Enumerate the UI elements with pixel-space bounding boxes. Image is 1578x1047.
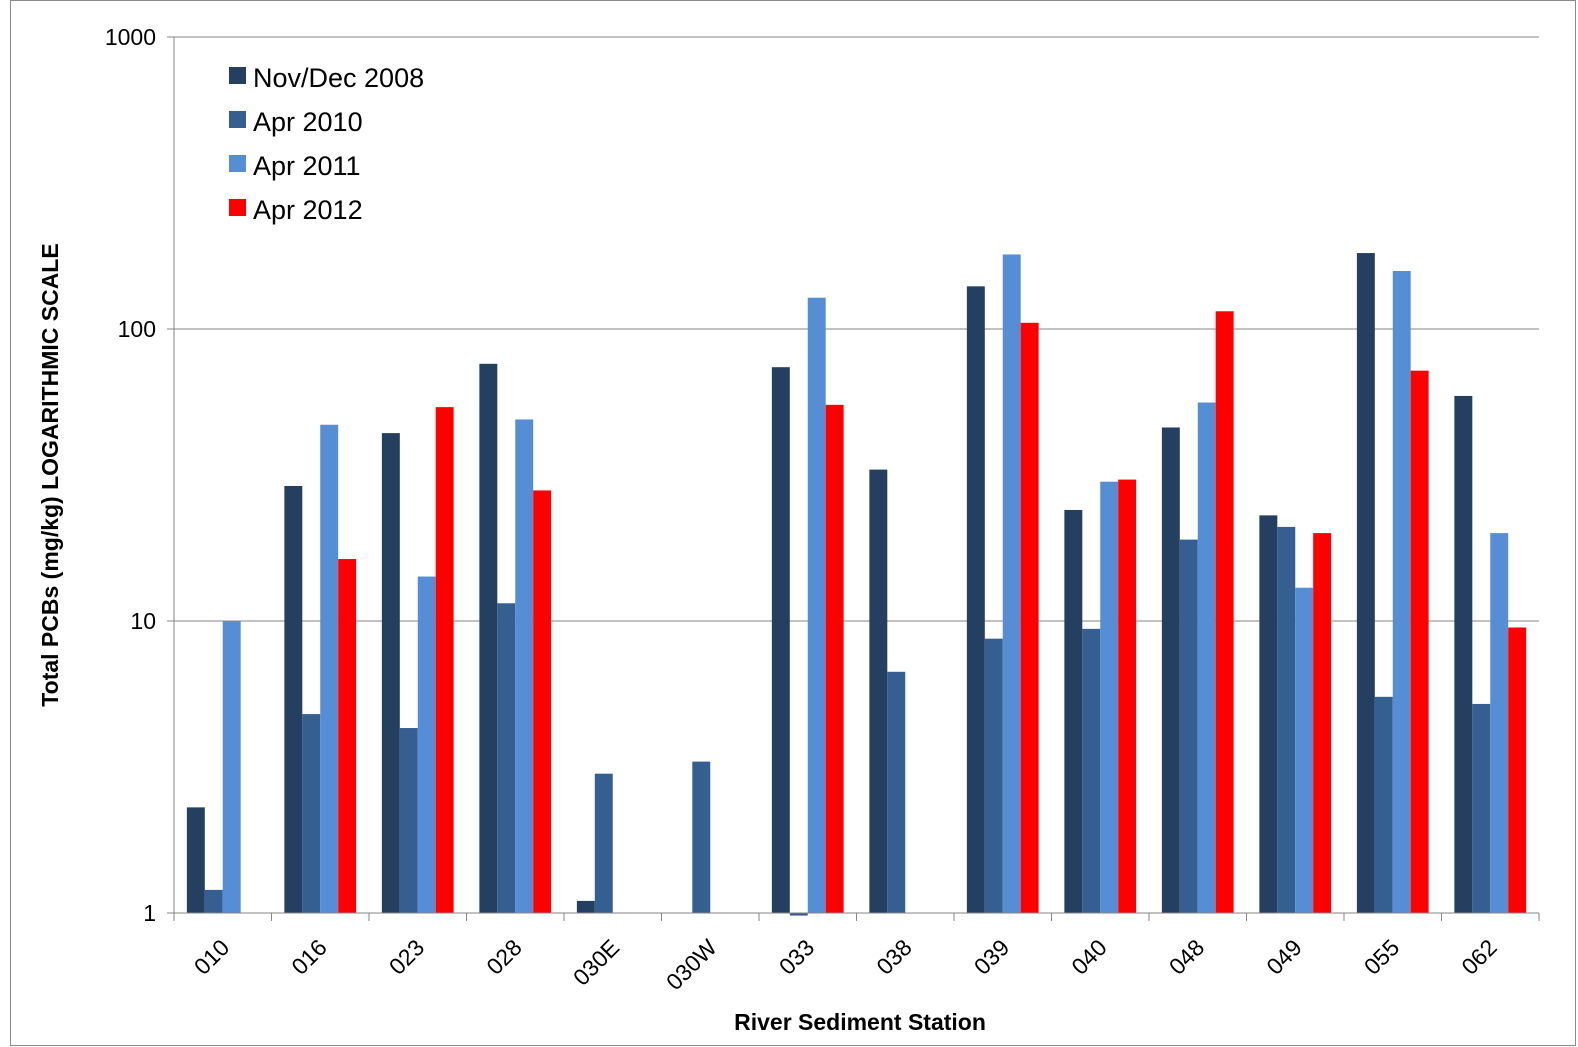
x-tick-label: 030W	[661, 934, 722, 995]
bar-039-2	[984, 638, 1003, 913]
bar-055-3	[1392, 270, 1411, 913]
x-tick-label: 030E	[568, 934, 624, 990]
bar-016-1	[284, 485, 303, 913]
x-tick-label: 055	[1359, 934, 1405, 980]
bar-055-2	[1374, 696, 1393, 913]
gridlines	[174, 36, 1539, 622]
axes	[167, 36, 1540, 921]
bar-048-2	[1179, 539, 1198, 913]
y-tick-labels: 1 10 100 1000	[105, 24, 156, 926]
bar-055-4	[1410, 370, 1429, 913]
bar-016-2	[302, 714, 321, 913]
bar-033-3	[807, 297, 826, 913]
legend-swatch	[229, 111, 246, 128]
legend-swatch	[229, 155, 246, 172]
bar-049-2	[1277, 526, 1296, 913]
bar-048-1	[1161, 427, 1180, 913]
legend-label: Apr 2010	[253, 107, 363, 137]
x-tick-label: 048	[1164, 934, 1210, 980]
chart-frame: 1 10 100 1000 010 016 023 028 030E 030W 033 038 039…	[10, 0, 1576, 1046]
x-tick-label: 062	[1456, 934, 1502, 980]
bar-028-1	[479, 363, 498, 913]
legend: Nov/Dec 2008 Apr 2010 Apr 2011 Apr 2012	[229, 63, 424, 225]
x-tick-label: 016	[286, 934, 332, 980]
bar-028-2	[497, 603, 516, 913]
y-tick-label: 1000	[105, 24, 156, 50]
bar-062-3	[1490, 533, 1509, 913]
bar-010-1	[186, 807, 205, 913]
bar-016-4	[338, 559, 357, 913]
bar-040-2	[1082, 628, 1101, 913]
x-tick-label: 039	[969, 934, 1015, 980]
bar-030E-2	[594, 773, 613, 913]
bar-040-3	[1100, 481, 1119, 913]
bar-038-2	[887, 671, 906, 913]
bar-049-1	[1259, 515, 1278, 913]
bar-039-1	[966, 286, 985, 913]
bar-023-3	[417, 576, 436, 913]
x-tick-label: 038	[871, 934, 917, 980]
legend-label: Apr 2012	[253, 195, 363, 225]
y-tick-label: 100	[118, 316, 156, 342]
bar-062-2	[1472, 703, 1491, 913]
bar-055-1	[1356, 253, 1375, 914]
bars	[186, 253, 1527, 916]
legend-label: Nov/Dec 2008	[253, 63, 424, 93]
bar-028-3	[515, 419, 534, 913]
bar-023-4	[435, 407, 454, 913]
bar-030E-1	[576, 900, 595, 913]
bar-040-1	[1064, 509, 1083, 913]
legend-label: Apr 2011	[253, 151, 361, 181]
x-tick-label: 023	[384, 934, 430, 980]
x-axis-title: River Sediment Station	[734, 1009, 986, 1035]
legend-swatch	[229, 199, 246, 216]
bar-033-4	[825, 404, 844, 913]
x-tick-label: 028	[481, 934, 527, 980]
bar-062-1	[1454, 395, 1473, 913]
x-tick-label: 049	[1261, 934, 1307, 980]
bar-010-2	[204, 889, 223, 913]
bar-049-3	[1295, 587, 1314, 913]
bar-033-1	[771, 367, 790, 913]
bar-016-3	[320, 424, 339, 913]
bar-030W-2	[692, 761, 711, 913]
bar-062-4	[1508, 627, 1527, 913]
bar-023-2	[399, 728, 418, 913]
legend-swatch	[229, 67, 246, 84]
bar-010-3	[222, 621, 241, 913]
chart-svg: 1 10 100 1000 010 016 023 028 030E 030W 033 038 039…	[37, 24, 1540, 1035]
bar-048-4	[1215, 311, 1234, 913]
bar-039-3	[1002, 254, 1021, 913]
bar-028-4	[533, 490, 552, 913]
bar-038-1	[869, 469, 888, 913]
x-tick-label: 010	[189, 934, 235, 980]
bar-048-3	[1197, 402, 1216, 913]
y-axis-title: Total PCBs (mg/kg) LOGARITHMIC SCALE	[37, 243, 63, 706]
bar-039-4	[1020, 322, 1039, 913]
x-tick-labels: 010 016 023 028 030E 030W 033 038 039 040 048 049 05…	[189, 934, 1502, 995]
x-tick-label: 040	[1066, 934, 1112, 980]
y-tick-label: 1	[143, 900, 156, 926]
bar-049-4	[1313, 533, 1332, 913]
x-tick-label: 033	[774, 934, 820, 980]
y-tick-label: 10	[130, 608, 156, 634]
bar-033-2	[789, 913, 808, 916]
bar-023-1	[381, 433, 400, 913]
bar-040-4	[1118, 479, 1137, 913]
